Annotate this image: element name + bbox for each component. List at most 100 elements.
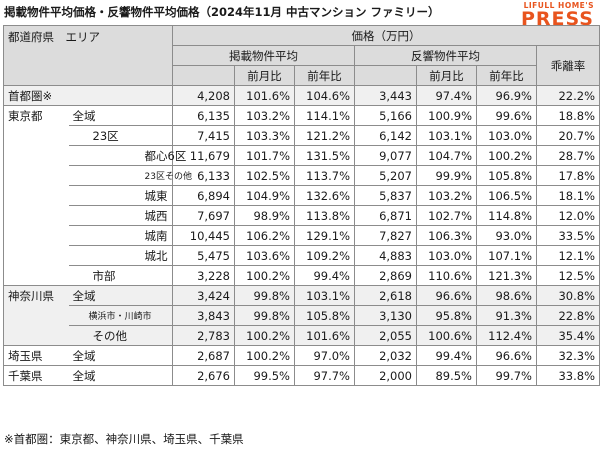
listed-yoy-cell: 103.1% xyxy=(294,285,355,306)
gap-cell: 12.0% xyxy=(535,205,600,226)
response-price-cell: 7,827 xyxy=(354,225,417,246)
response-price-cell: 2,000 xyxy=(354,365,417,386)
response-yoy-cell: 114.8% xyxy=(476,205,537,226)
listed-mom-cell: 106.2% xyxy=(234,225,295,246)
indent-cell xyxy=(88,145,141,166)
listed-header: 掲載物件平均 xyxy=(172,45,355,66)
listed-price-cell: 7,415 xyxy=(172,125,235,146)
area-cell: その他 xyxy=(88,325,173,346)
response-yoy-cell: 103.0% xyxy=(476,125,537,146)
table-row: 市部 3,228 100.2% 99.4% 2,869 110.6% 121.3% 12.5% xyxy=(3,265,600,286)
logo-line2: PRESS xyxy=(520,7,594,30)
gap-cell: 18.1% xyxy=(535,185,600,206)
table-row: 埼玉県 全域 2,687 100.2% 97.0% 2,032 99.4% 96.6% 32.3… xyxy=(3,345,600,366)
response-yoy-cell: 91.3% xyxy=(476,305,537,326)
gap-cell: 22.8% xyxy=(535,305,600,326)
listed-yoy-cell: 121.2% xyxy=(294,125,355,146)
listed-mom-cell: 100.2% xyxy=(234,345,295,366)
table-row: 城北 5,475 103.6% 109.2% 4,883 103.0% 107.1% 12.1… xyxy=(3,245,600,266)
area-cell: 全域 xyxy=(68,365,173,386)
indent-cell xyxy=(68,165,89,186)
listed-mom-cell: 102.5% xyxy=(234,165,295,186)
indent-cell xyxy=(88,185,141,206)
pref-cell: 東京都 xyxy=(3,105,69,126)
response-price-cell: 5,207 xyxy=(354,165,417,186)
listed-price-cell: 6,894 xyxy=(172,185,235,206)
response-blank xyxy=(354,65,417,86)
listed-mom-cell: 100.2% xyxy=(234,265,295,286)
listed-yoy-cell: 113.7% xyxy=(294,165,355,186)
area-cell: 城東 xyxy=(140,185,173,206)
listed-price-cell: 3,228 xyxy=(172,265,235,286)
listed-yoy-cell: 113.8% xyxy=(294,205,355,226)
listed-price-cell: 4,208 xyxy=(172,85,235,106)
area-cell: 城西 xyxy=(140,205,173,226)
response-mom-cell: 97.4% xyxy=(416,85,477,106)
response-price-cell: 5,166 xyxy=(354,105,417,126)
logo-line1: LIFULL HOME'S xyxy=(523,1,594,10)
gap-cell: 30.8% xyxy=(535,285,600,306)
pref-cell xyxy=(3,125,69,146)
response-mom-header: 前月比 xyxy=(416,65,477,86)
response-mom-cell: 106.3% xyxy=(416,225,477,246)
area-cell: 城北 xyxy=(140,245,173,266)
gap-cell: 18.8% xyxy=(535,105,600,126)
table-row: 城東 6,894 104.9% 132.6% 5,837 103.2% 106.5% 18.1… xyxy=(3,185,600,206)
response-price-cell: 2,032 xyxy=(354,345,417,366)
indent-cell xyxy=(68,185,89,206)
area-header: 都道府県 エリア xyxy=(3,25,173,86)
response-mom-cell: 102.7% xyxy=(416,205,477,226)
response-yoy-header: 前年比 xyxy=(476,65,537,86)
table-row: 都心6区 11,679 101.7% 131.5% 9,077 104.7% 100.2% 2… xyxy=(3,145,600,166)
table-row: 23区 7,415 103.3% 121.2% 6,142 103.1% 103.0% 20.… xyxy=(3,125,600,146)
listed-yoy-cell: 131.5% xyxy=(294,145,355,166)
pref-cell xyxy=(3,165,69,186)
gap-cell: 20.7% xyxy=(535,125,600,146)
listed-yoy-cell: 129.1% xyxy=(294,225,355,246)
response-price-cell: 3,443 xyxy=(354,85,417,106)
indent-cell xyxy=(68,325,89,346)
indent-cell xyxy=(68,145,89,166)
footnote: ※首都圏：東京都、神奈川県、埼玉県、千葉県 xyxy=(4,432,244,446)
indent-cell xyxy=(68,245,89,266)
listed-price-cell: 3,424 xyxy=(172,285,235,306)
gap-cell: 12.1% xyxy=(535,245,600,266)
response-mom-cell: 103.0% xyxy=(416,245,477,266)
pref-cell xyxy=(3,265,69,286)
gap-cell: 35.4% xyxy=(535,325,600,346)
table-row: 横浜市・川崎市 3,843 99.8% 105.8% 3,130 95.8% 91.3% 22… xyxy=(3,305,600,326)
gap-cell: 17.8% xyxy=(535,165,600,186)
response-price-cell: 2,869 xyxy=(354,265,417,286)
table-row: 首都圏※ 4,208 101.6% 104.6% 3,443 97.4% 96.9% 22.2… xyxy=(3,85,600,106)
area-cell: 23区その他 xyxy=(140,165,192,186)
response-yoy-cell: 99.6% xyxy=(476,105,537,126)
listed-yoy-cell: 99.4% xyxy=(294,265,355,286)
pref-cell xyxy=(3,225,69,246)
response-yoy-cell: 99.7% xyxy=(476,365,537,386)
response-mom-cell: 99.4% xyxy=(416,345,477,366)
response-mom-cell: 103.1% xyxy=(416,125,477,146)
listed-mom-header: 前月比 xyxy=(234,65,295,86)
listed-mom-cell: 104.9% xyxy=(234,185,295,206)
listed-blank xyxy=(172,65,235,86)
response-yoy-cell: 121.3% xyxy=(476,265,537,286)
pref-cell xyxy=(3,325,69,346)
listed-price-cell: 3,843 xyxy=(172,305,235,326)
listed-yoy-cell: 105.8% xyxy=(294,305,355,326)
listed-mom-cell: 103.3% xyxy=(234,125,295,146)
pref-cell xyxy=(3,185,69,206)
response-price-cell: 6,142 xyxy=(354,125,417,146)
listed-price-cell: 6,135 xyxy=(172,105,235,126)
gap-cell: 33.8% xyxy=(535,365,600,386)
indent-cell xyxy=(68,125,89,146)
pref-cell xyxy=(3,245,69,266)
gap-cell: 33.5% xyxy=(535,225,600,246)
table-row: 神奈川県 全域 3,424 99.8% 103.1% 2,618 96.6% 98.6% 30.… xyxy=(3,285,600,306)
listed-price-cell: 7,697 xyxy=(172,205,235,226)
area-cell: 都心6区 xyxy=(140,145,186,166)
listed-mom-cell: 101.6% xyxy=(234,85,295,106)
listed-mom-cell: 99.5% xyxy=(234,365,295,386)
gap-cell: 28.7% xyxy=(535,145,600,166)
indent-cell xyxy=(88,225,141,246)
response-mom-cell: 89.5% xyxy=(416,365,477,386)
